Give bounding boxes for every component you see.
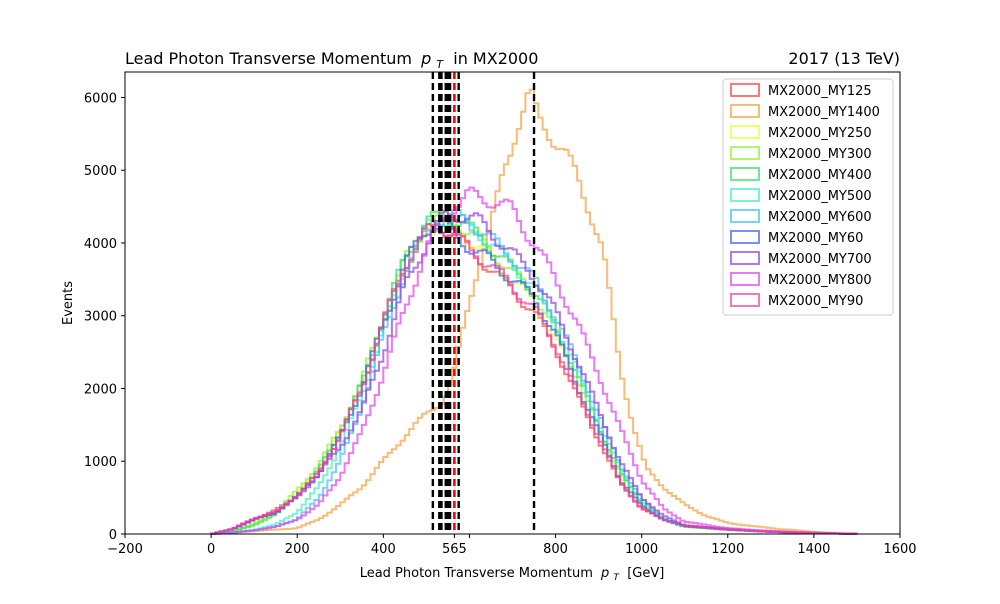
x-axis-label: Lead Photon Transverse Momentum p T [GeV… <box>360 566 665 584</box>
chart-title-text: Lead Photon Transverse Momentum <box>125 49 412 68</box>
x-axis-label-symbol-sub: T <box>613 573 620 583</box>
x-tick-label: 200 <box>285 542 310 557</box>
x-tick-label: 1600 <box>883 542 916 557</box>
legend-label: MX2000_MY250 <box>768 126 872 141</box>
chart-right-title: 2017 (13 TeV) <box>788 49 900 68</box>
vline-layer <box>431 72 536 534</box>
legend-swatch <box>730 209 760 223</box>
legend-label: MX2000_MY400 <box>768 168 872 183</box>
plot-frame <box>124 71 901 535</box>
legend-swatch <box>730 104 760 118</box>
legend-swatch <box>730 188 760 202</box>
legend-items: MX2000_MY125 MX2000_MY1400 MX2000_MY250 MX2… <box>730 83 880 309</box>
legend-label: MX2000_MY700 <box>768 252 872 267</box>
y-axis-label: Events <box>61 281 76 325</box>
y-tick-label: 5000 <box>84 164 117 179</box>
legend-label: MX2000_MY1400 <box>768 105 880 120</box>
legend-label: MX2000_MY500 <box>768 189 872 204</box>
legend-label: MX2000_MY125 <box>768 84 872 99</box>
legend-label: MX2000_MY90 <box>768 294 863 309</box>
chart-title-suffix: in MX2000 <box>448 49 538 68</box>
y-tick-label: 2000 <box>84 382 117 397</box>
x-tick-label: 400 <box>371 542 396 557</box>
x-tick-label: 1200 <box>711 542 744 557</box>
chart-title-symbol-sub: T <box>436 58 444 71</box>
y-tick-label: 1000 <box>84 455 117 470</box>
legend-label: MX2000_MY60 <box>768 231 863 246</box>
y-tick-label: 3000 <box>84 310 117 325</box>
legend-swatch <box>730 230 760 244</box>
x-tick-label: 800 <box>543 542 568 557</box>
x-tick-label: 0 <box>207 542 215 557</box>
x-axis: −200 0 200 400 565 800 1000 1200 1400 1600 <box>107 534 917 557</box>
chart-title: Lead Photon Transverse Momentum p T in M… <box>125 49 538 72</box>
y-axis: 0 1000 2000 3000 4000 5000 6000 <box>84 91 125 543</box>
legend-swatch <box>730 146 760 160</box>
x-tick-label: 1400 <box>797 542 830 557</box>
x-tick-label: −200 <box>107 542 143 557</box>
y-tick-label: 0 <box>109 528 117 543</box>
x-tick-label: 1000 <box>625 542 658 557</box>
legend: MX2000_MY125 MX2000_MY1400 MX2000_MY250 MX2… <box>722 78 894 316</box>
legend-swatch <box>730 293 760 307</box>
legend-frame <box>722 78 894 316</box>
x-axis-label-text: Lead Photon Transverse Momentum <box>360 566 593 581</box>
legend-label: MX2000_MY600 <box>768 210 872 225</box>
x-axis-label-unit: [GeV] <box>623 566 664 581</box>
y-tick-label: 6000 <box>84 91 117 106</box>
legend-swatch <box>730 83 760 97</box>
legend-swatch <box>730 125 760 139</box>
x-axis-label-symbol: p <box>600 566 609 581</box>
y-tick-label: 4000 <box>84 237 117 252</box>
chart-title-symbol: p <box>420 49 431 68</box>
legend-swatch <box>730 272 760 286</box>
legend-swatch <box>730 251 760 265</box>
legend-swatch <box>730 167 760 181</box>
x-tick-label: 565 <box>442 542 467 557</box>
legend-label: MX2000_MY300 <box>768 147 872 162</box>
legend-label: MX2000_MY800 <box>768 273 872 288</box>
